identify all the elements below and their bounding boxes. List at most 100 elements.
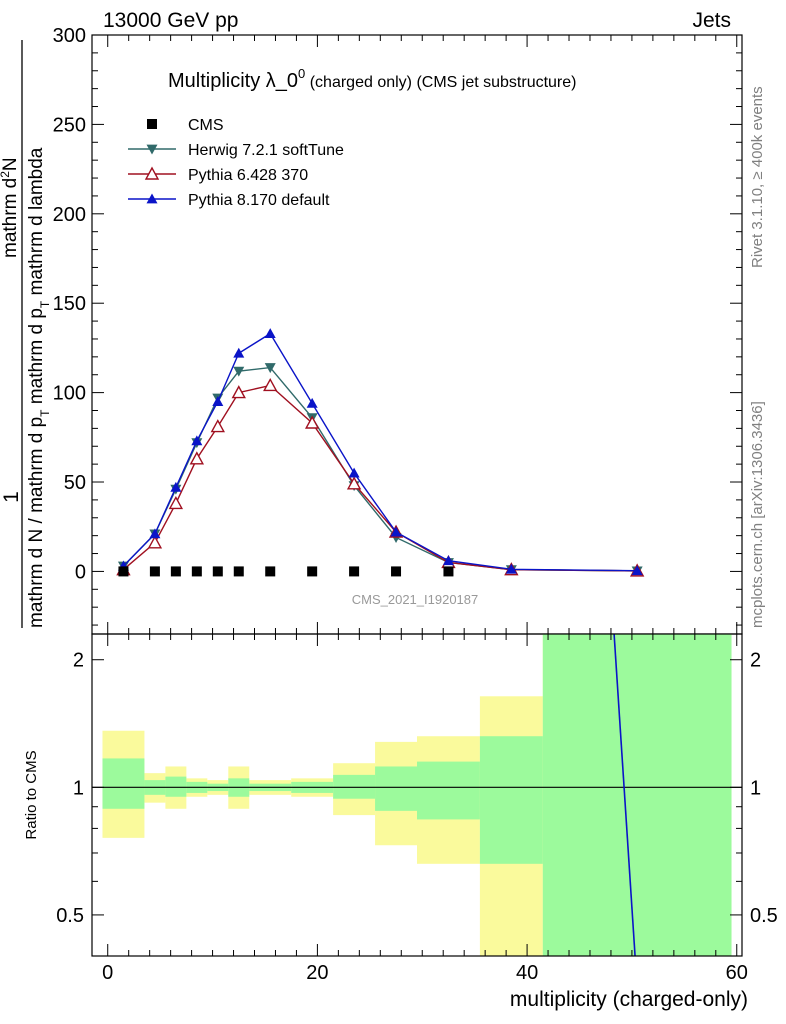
ratio-band-inner — [375, 766, 417, 811]
ylabel-num-top-sup: 2 — [0, 171, 12, 178]
main-ytick-label: 200 — [53, 204, 86, 226]
data-point-cms — [307, 566, 318, 577]
ratio-xtick-label: 0 — [102, 962, 113, 984]
ratio-ytick-label-right: 1 — [750, 777, 761, 799]
ylabel-num-top: mathrm d — [0, 178, 21, 258]
legend-marker — [144, 166, 160, 180]
ratio-band-inner — [165, 776, 187, 797]
ratio-panel: 0.5 0.51 12 20 20 40 60 Ratio to CMS multiplic… — [23, 633, 778, 1011]
ratio-xtick-label: 20 — [306, 962, 328, 984]
main-axis: 0 50 100 150 200 250 300 — [53, 25, 742, 634]
ratio-ytick-label-right: 0.5 — [750, 905, 778, 927]
ylabel-num-n: N — [0, 157, 21, 171]
ratio-frame — [91, 633, 743, 957]
ratio-ytick-label: 2 — [73, 650, 84, 672]
legend-marker — [146, 193, 158, 204]
legend-label: Herwig 7.2.1 softTune — [188, 142, 344, 159]
main-ytick-label: 50 — [64, 472, 86, 494]
main-title: Multiplicity λ_00 (charged only) (CMS je… — [168, 66, 576, 92]
data-point-pythia-8-170-default — [170, 481, 182, 492]
data-point-herwig-7-2-1-softtune — [264, 363, 276, 374]
legend-marker — [146, 144, 158, 155]
ylabel-den-b: mathrm d p — [26, 308, 47, 409]
ratio-lines — [92, 633, 742, 957]
series-line-herwig-7-2-1-softtune — [122, 366, 638, 572]
title-sup: 0 — [298, 66, 305, 81]
data-point-pythia-6-428-370 — [304, 415, 320, 429]
ylabel-den-c: mathrm d lambda — [26, 147, 47, 301]
legend: CMS Herwig 7.2.1 softTune Pythia 6.428 370… — [128, 117, 344, 209]
mcplots-label: mcplots.cern.ch [arXiv:1306.3436] — [749, 401, 766, 628]
data-point-pythia-6-428-370 — [189, 451, 205, 465]
watermark: CMS_2021_I1920187 — [352, 592, 479, 607]
data-point-pythia-8-170-default — [306, 397, 318, 408]
data-point-pythia-8-170-default — [348, 467, 360, 478]
title-sub: (charged only) (CMS jet substructure) — [305, 74, 576, 91]
data-point-pythia-8-170-default — [390, 526, 402, 537]
ylabel-den-a: mathrm d N / mathrm d p — [26, 417, 47, 628]
data-point-pythia-8-170-default — [212, 396, 224, 406]
main-data-layer — [116, 328, 645, 577]
main-ytick-label: 300 — [53, 25, 86, 47]
legend-label: CMS — [188, 117, 224, 134]
main-ylabel: 1 mathrm d2N mathrm d N / mathrm d pT ma… — [0, 40, 52, 628]
data-point-pythia-8-170-default — [149, 528, 161, 539]
data-point-cms — [265, 566, 276, 577]
ratio-ytick-label: 0.5 — [56, 905, 84, 927]
data-point-pythia-6-428-370 — [263, 377, 278, 392]
legend-label: Pythia 6.428 370 — [188, 167, 308, 184]
data-point-cms — [170, 566, 181, 577]
ratio-band-inner — [417, 761, 480, 820]
ratio-ytick-label-right: 2 — [750, 650, 761, 672]
main-ytick-label: 100 — [53, 383, 86, 405]
main-ytick-label: 250 — [53, 114, 86, 136]
ratio-band-inner — [479, 736, 543, 864]
xaxis-label: multiplicity (charged-only) — [510, 988, 748, 1011]
data-point-cms — [443, 566, 454, 577]
data-point-pythia-6-428-370 — [231, 385, 246, 399]
data-point-cms — [212, 566, 223, 577]
ratio-band-inner — [542, 634, 732, 956]
data-point-pythia-8-170-default — [191, 435, 203, 446]
main-ytick-label: 150 — [53, 293, 86, 315]
data-point-pythia-8-170-default — [505, 563, 517, 574]
series-line-pythia-6-428-370 — [122, 384, 638, 572]
ratio-line-pythia-8 — [613, 633, 636, 957]
legend-marker — [147, 119, 157, 129]
ratio-ytick-label: 1 — [73, 777, 84, 799]
data-point-cms — [349, 566, 360, 577]
ylabel-den-a-sub: T — [38, 409, 52, 417]
ylabel-denominator: mathrm d N / mathrm d pT mathrm d pT mat… — [26, 147, 52, 628]
ratio-xtick-label: 60 — [726, 962, 748, 984]
data-point-pythia-8-170-default — [631, 565, 643, 576]
ylabel-den-b-sub: T — [38, 300, 52, 308]
data-point-cms — [191, 566, 202, 577]
data-point-pythia-6-428-370 — [210, 419, 225, 433]
ylabel-one: 1 — [0, 491, 23, 503]
jets-label: Jets — [692, 9, 731, 32]
energy-label: 13000 GeV pp — [103, 9, 238, 32]
data-point-cms — [118, 566, 129, 577]
data-point-pythia-6-428-370 — [346, 476, 362, 490]
data-point-cms — [233, 566, 244, 577]
ratio-axis: 0.5 0.51 12 20 20 40 60 — [56, 634, 778, 984]
rivet-label: Rivet 3.1.10, ≥ 400k events — [749, 86, 766, 268]
data-point-pythia-6-428-370 — [168, 496, 184, 510]
ratio-xtick-label: 40 — [516, 962, 538, 984]
data-point-herwig-7-2-1-softtune — [233, 366, 245, 377]
ylabel-numerator: mathrm d2N — [0, 157, 21, 258]
data-point-pythia-6-428-370 — [147, 535, 163, 549]
title-main: Multiplicity λ_0 — [168, 70, 298, 92]
ratio-band-inner — [102, 758, 145, 809]
ratio-ylabel: Ratio to CMS — [23, 750, 40, 839]
legend-label: Pythia 8.170 default — [188, 192, 330, 209]
data-point-pythia-8-170-default — [442, 555, 454, 566]
ratio-bands — [102, 634, 732, 956]
data-point-cms — [391, 566, 402, 577]
data-point-pythia-8-170-default — [233, 347, 245, 358]
data-point-cms — [149, 566, 160, 577]
data-point-pythia-8-170-default — [264, 328, 276, 339]
main-ytick-label: 0 — [75, 561, 86, 583]
